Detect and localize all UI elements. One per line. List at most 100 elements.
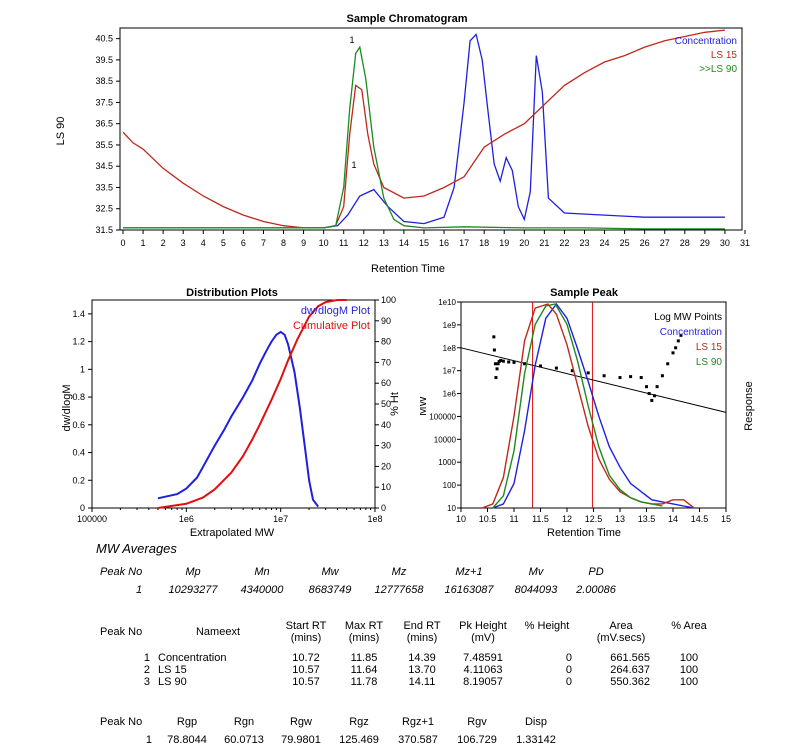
axis-ticks: 10 10.5 11 11.5 12 12.5 13 13.5 14 14.5 15 1e10 1e9 1… bbox=[429, 298, 731, 524]
mw-point bbox=[660, 374, 664, 378]
peak-label-ls90: 1 bbox=[349, 35, 354, 45]
mw-fit-line bbox=[460, 347, 727, 413]
sample-peak-chart: Sample Peak 10 10.5 11 11.5 12 12.5 13 13.5 14 14… bbox=[420, 287, 755, 539]
legend-item: LS 15 bbox=[711, 50, 738, 61]
y-tick-label: 0 bbox=[80, 503, 85, 513]
cell: 370.587 bbox=[398, 734, 438, 746]
y-tick-label: 1.2 bbox=[72, 337, 85, 347]
x-tick-label: 30 bbox=[720, 238, 730, 248]
col-mw: Mw bbox=[321, 566, 339, 578]
cell: 7.48591 bbox=[463, 652, 503, 664]
col-pct-area: % Area bbox=[664, 620, 714, 644]
y-tick-label: 10 bbox=[447, 504, 456, 513]
mw-point bbox=[494, 376, 498, 380]
distribution-plots-chart: Distribution Plots 100000 1e6 1e7 1e800.20.… bbox=[61, 287, 401, 539]
cell: 106.729 bbox=[457, 734, 497, 746]
x-tick-label: 13 bbox=[379, 238, 389, 248]
y2-tick-label: 30 bbox=[381, 441, 391, 451]
y-tick-label: 10000 bbox=[434, 435, 457, 444]
x-tick-label: 1e7 bbox=[273, 514, 288, 524]
x-tick-label: 2 bbox=[161, 238, 166, 248]
x-tick-label: 31 bbox=[740, 238, 750, 248]
x-tick-label: 11.5 bbox=[532, 514, 549, 524]
x-tick-label: 12.5 bbox=[585, 514, 603, 524]
x-axis-label: Extrapolated MW bbox=[190, 527, 275, 539]
x-tick-label: 26 bbox=[640, 238, 650, 248]
table-header-row: Peak No Rgp Rgn Rgw Rgz Rgz+1 Rgv Disp bbox=[100, 716, 566, 728]
y-tick-label: 1e6 bbox=[443, 390, 457, 399]
cell: 100 bbox=[679, 676, 699, 688]
table-header-row: Peak No Nameext Start RT (mins) Max RT (mi… bbox=[100, 620, 714, 644]
col-end-rt: End RT (mins) bbox=[394, 620, 450, 644]
table-row: 1 10293277 4340000 8683749 12777658 1616… bbox=[100, 584, 624, 596]
x-tick-label: 17 bbox=[459, 238, 469, 248]
x-tick-label: 11 bbox=[339, 238, 348, 248]
table-row: 1 78.8044 60.0713 79.9801 125.469 370.58… bbox=[100, 734, 566, 746]
cell: 10293277 bbox=[168, 584, 218, 596]
mw-point bbox=[602, 374, 606, 378]
mw-point bbox=[652, 394, 656, 398]
mw-point bbox=[495, 367, 499, 371]
y-axis-label: LS 90 bbox=[55, 117, 67, 146]
y-tick-label: 1e8 bbox=[443, 344, 457, 353]
mw-point bbox=[493, 362, 497, 366]
y-axis-label-left: dw/dlogM bbox=[61, 384, 73, 431]
mw-point bbox=[512, 360, 516, 364]
series-line-ls-15 bbox=[481, 303, 695, 509]
col-area: Area (mV.secs) bbox=[578, 620, 664, 644]
cell: 550.362 bbox=[610, 676, 650, 688]
header-text: Max RT bbox=[344, 620, 384, 632]
x-tick-label: 3 bbox=[181, 238, 186, 248]
cell: 264.637 bbox=[610, 664, 650, 676]
x-tick-label: 4 bbox=[201, 238, 206, 248]
x-tick-label: 28 bbox=[680, 238, 690, 248]
col-name: Nameext bbox=[158, 620, 278, 644]
header-text: Pk Height bbox=[459, 620, 507, 632]
col-rgz: Rgz bbox=[349, 716, 369, 728]
y-tick-label: 38.5 bbox=[95, 76, 113, 86]
cell: 125.469 bbox=[339, 734, 379, 746]
mw-point bbox=[501, 359, 505, 363]
col-peak-no: Peak No bbox=[100, 716, 143, 728]
axis-ticks: 0 1 2 3 4 5 6 7 8 9 10 11 12 13 14 15 16 17 18 19 20 21 22 23 24… bbox=[95, 34, 750, 248]
cell: 11.78 bbox=[350, 676, 378, 688]
col-mn: Mn bbox=[254, 566, 270, 578]
legend: Log MW Points Concentration LS 15 LS 90 bbox=[654, 312, 722, 368]
y-tick-label: 39.5 bbox=[95, 55, 113, 65]
mw-point bbox=[492, 348, 496, 352]
col-rgv: Rgv bbox=[467, 716, 487, 728]
y2-axis-label: Response bbox=[743, 381, 755, 431]
chart-title: Distribution Plots bbox=[186, 287, 278, 299]
cell: 10.57 bbox=[292, 664, 320, 676]
col-peak-no: Peak No bbox=[100, 566, 143, 578]
series-line-dw-dlogm-plot bbox=[157, 330, 319, 508]
cell: 10.72 bbox=[292, 652, 320, 664]
cell: 1 bbox=[143, 652, 150, 664]
cell: 13.70 bbox=[408, 664, 436, 676]
unit-text: (mins) bbox=[348, 632, 380, 644]
y2-axis-label: % Ht bbox=[389, 392, 401, 416]
legend-item: LS 15 bbox=[696, 342, 723, 353]
mw-point bbox=[674, 346, 678, 350]
y2-tick-label: 60 bbox=[381, 378, 391, 388]
mw-point bbox=[618, 376, 622, 380]
y-tick-label: 1000 bbox=[438, 458, 456, 467]
x-tick-label: 12 bbox=[562, 514, 572, 524]
x-tick-label: 27 bbox=[660, 238, 670, 248]
cell: 0 bbox=[565, 664, 572, 676]
cell: 8683749 bbox=[308, 584, 352, 596]
series-line-concentration bbox=[123, 33, 725, 229]
y-tick-label: 100 bbox=[443, 481, 457, 490]
x-tick-label: 10 bbox=[456, 514, 466, 524]
mw-point bbox=[492, 335, 496, 339]
mw-averages-table: Peak No Mp Mn Mw Mz Mz+1 Mv PD 1 1029327… bbox=[100, 566, 624, 596]
peak-label-concentration: 1 bbox=[351, 160, 356, 170]
col-mp: Mp bbox=[185, 566, 201, 578]
x-tick-label: 1 bbox=[141, 238, 146, 248]
col-rgp: Rgp bbox=[176, 716, 198, 728]
mw-point bbox=[650, 398, 654, 402]
y2-tick-label: 70 bbox=[381, 357, 391, 367]
cell: 60.0713 bbox=[224, 734, 264, 746]
y-tick-label: 100000 bbox=[429, 412, 456, 421]
y-tick-label: 1e10 bbox=[438, 298, 456, 307]
